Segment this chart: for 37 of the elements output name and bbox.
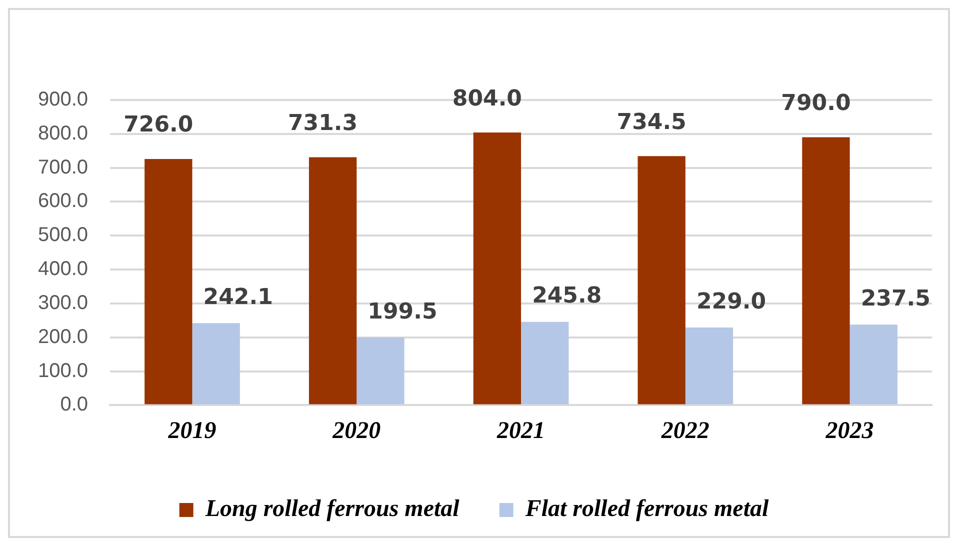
bar bbox=[638, 156, 686, 404]
x-tick-label: 2019 bbox=[167, 418, 216, 444]
data-label: 734.5 bbox=[616, 110, 686, 135]
y-tick-label: 100.0 bbox=[38, 360, 88, 382]
y-tick-label: 400.0 bbox=[38, 258, 88, 280]
data-label: 237.5 bbox=[860, 286, 930, 312]
legend-label: Flat rolled ferrous metal bbox=[524, 496, 770, 522]
y-tick-label: 200.0 bbox=[38, 326, 88, 348]
data-label: 245.8 bbox=[532, 284, 602, 309]
bar bbox=[802, 137, 850, 404]
x-tick-label: 2023 bbox=[824, 418, 874, 444]
y-tick-label: 700.0 bbox=[38, 156, 88, 178]
x-tick-label: 2020 bbox=[332, 418, 381, 444]
bar bbox=[144, 159, 192, 404]
y-tick-label: 600.0 bbox=[38, 190, 88, 212]
y-tick-label: 900.0 bbox=[38, 88, 88, 111]
data-label: 726.0 bbox=[124, 112, 194, 138]
y-tick-label: 0.0 bbox=[60, 394, 88, 416]
data-label: 731.3 bbox=[288, 110, 358, 136]
y-tick-label: 500.0 bbox=[38, 224, 88, 246]
bar bbox=[192, 323, 240, 404]
x-tick-label: 2022 bbox=[660, 418, 710, 444]
y-tick-label: 800.0 bbox=[38, 122, 88, 144]
x-tick-label: 2021 bbox=[496, 418, 546, 444]
bar bbox=[850, 324, 898, 404]
bar bbox=[356, 338, 404, 404]
data-label: 790.0 bbox=[781, 91, 851, 116]
data-label: 229.0 bbox=[696, 289, 766, 314]
bar bbox=[685, 328, 734, 404]
bar bbox=[308, 157, 357, 404]
data-label: 199.5 bbox=[368, 299, 438, 324]
data-label: 804.0 bbox=[452, 86, 522, 112]
bar bbox=[473, 132, 522, 404]
data-label: 242.1 bbox=[203, 284, 273, 310]
bar bbox=[521, 322, 569, 404]
y-tick-label: 300.0 bbox=[38, 292, 88, 314]
legend-label: Long rolled ferrous metal bbox=[204, 496, 460, 522]
